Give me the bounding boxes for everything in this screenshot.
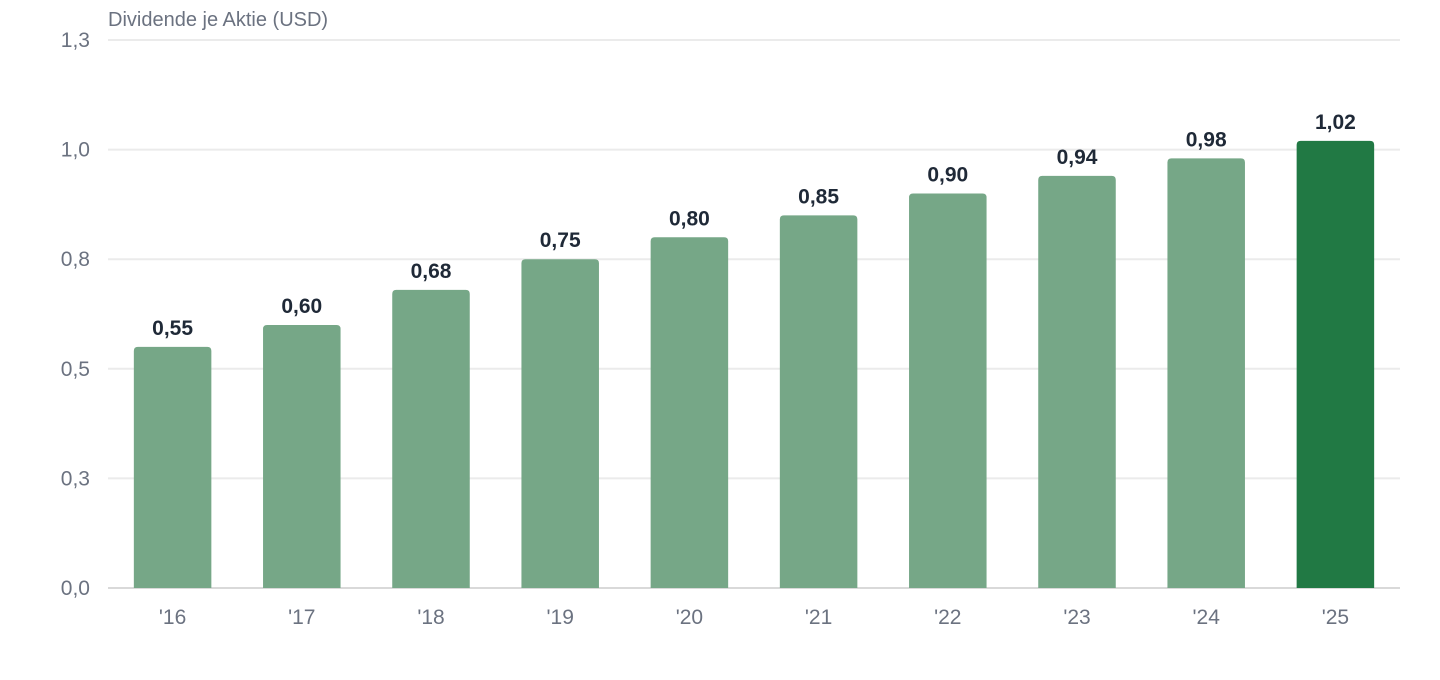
bar [133,346,212,588]
x-axis-ticks: '16 '17 '18 '19 '20 '21 '22 '23 '24 '25 [159,606,1349,629]
bar [263,324,341,588]
x-tick-label: '17 [288,606,315,629]
data-label: 1,02 [1315,111,1356,134]
bar [779,215,858,589]
y-tick-label: 0,3 [61,467,90,490]
data-label: 0,60 [281,295,322,318]
x-tick-label: '21 [805,606,832,629]
data-label: 0,68 [411,260,452,283]
bar [1296,140,1375,588]
y-tick-label: 1,0 [61,139,90,162]
data-label: 0,98 [1186,128,1227,151]
y-tick-label: 0,0 [61,577,90,600]
bars [133,140,1375,589]
y-tick-label: 1,3 [61,29,90,52]
x-tick-label: '16 [159,606,186,629]
data-label: 0,90 [927,163,968,186]
x-tick-label: '20 [676,606,703,629]
x-tick-label: '19 [547,606,574,629]
bar [1167,158,1245,589]
bar [392,289,470,588]
bar [521,259,599,588]
data-label: 0,94 [1057,146,1098,169]
data-label: 0,80 [669,207,710,230]
bar [909,193,987,588]
x-tick-label: '18 [417,606,444,629]
data-label: 0,55 [152,317,193,340]
bar [650,237,729,588]
data-label: 0,75 [540,229,581,252]
x-tick-label: '22 [934,606,961,629]
x-tick-label: '25 [1322,606,1349,629]
y-tick-label: 0,8 [61,248,90,271]
data-labels: 0,55 0,60 0,68 0,75 0,80 0,85 0,90 0,94 0,98 1,02 [152,111,1356,340]
bar [1038,175,1116,589]
x-tick-label: '23 [1063,606,1090,629]
x-tick-label: '24 [1193,606,1221,629]
y-axis-label: Dividende je Aktie (USD) [108,9,328,31]
data-label: 0,85 [798,185,839,208]
y-tick-label: 0,5 [61,358,90,381]
y-axis-ticks: 0,0 0,3 0,5 0,8 1,0 1,3 [61,29,90,600]
